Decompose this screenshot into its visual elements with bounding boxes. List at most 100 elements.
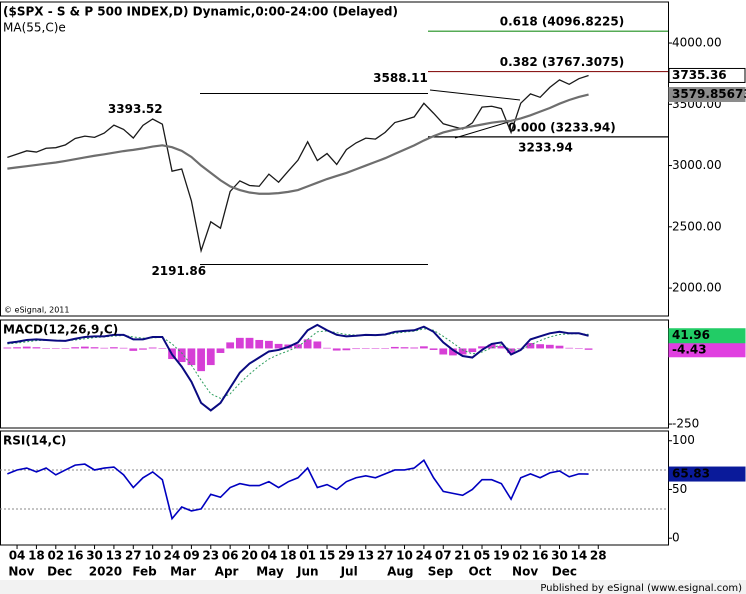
histogram-bar bbox=[51, 348, 60, 349]
histogram-bar bbox=[90, 347, 99, 349]
x-tick-label: 30 bbox=[551, 549, 568, 563]
x-tick-label: 04 bbox=[9, 549, 26, 563]
histogram-bar bbox=[507, 348, 515, 353]
month-label: Mar bbox=[170, 565, 196, 579]
histogram-bar bbox=[313, 341, 322, 349]
x-tick-label: 18 bbox=[28, 549, 45, 563]
y-tick-label: 3000.00 bbox=[672, 158, 722, 172]
histogram-bar bbox=[449, 348, 457, 356]
histogram-bar bbox=[497, 346, 506, 349]
x-tick-label: 01 bbox=[299, 549, 316, 563]
last-value-label: -4.43 bbox=[672, 342, 707, 356]
histogram-bar bbox=[110, 347, 118, 349]
month-label: Nov bbox=[8, 565, 34, 579]
histogram-bar bbox=[129, 348, 138, 351]
y-tick-label: 2000.00 bbox=[672, 281, 722, 295]
histogram-bar bbox=[206, 348, 215, 366]
annotation: 2191.86 bbox=[151, 264, 206, 278]
month-label: Feb bbox=[132, 565, 157, 579]
x-tick-label: 13 bbox=[106, 549, 123, 563]
footer-bar bbox=[0, 580, 746, 594]
histogram-bar bbox=[323, 347, 331, 349]
panel-note: © eSignal, 2011 bbox=[4, 306, 69, 315]
histogram-bar bbox=[61, 348, 70, 349]
x-tick-label: 09 bbox=[183, 549, 200, 563]
histogram-bar bbox=[3, 347, 12, 349]
series-line bbox=[7, 74, 589, 254]
fib-label: 0.000 (3233.94) bbox=[508, 120, 616, 134]
annotation: 3588.11 bbox=[373, 71, 428, 85]
x-tick-label: 07 bbox=[435, 549, 452, 563]
y-tick-label: 50 bbox=[672, 482, 687, 496]
last-value-label: 3735.36 bbox=[672, 68, 727, 82]
x-tick-label: 24 bbox=[416, 549, 433, 563]
last-value-label: 65.83 bbox=[672, 467, 710, 481]
histogram-bar bbox=[265, 340, 273, 349]
last-value-box bbox=[668, 67, 746, 83]
histogram-bar bbox=[400, 347, 409, 349]
fib-label: 0.382 (3767.3075) bbox=[500, 55, 624, 69]
histogram-bar bbox=[13, 347, 21, 349]
x-tick-label: 28 bbox=[590, 549, 607, 563]
last-value-label: 41.96 bbox=[672, 328, 710, 342]
x-tick-label: 19 bbox=[493, 549, 510, 563]
histogram-bar bbox=[332, 348, 341, 351]
panel-title: ($SPX - S & P 500 INDEX,D) Dynamic,0:00-… bbox=[3, 5, 398, 19]
month-label: May bbox=[256, 565, 284, 579]
histogram-bar bbox=[420, 346, 428, 349]
month-label: 2020 bbox=[89, 565, 122, 579]
histogram-bar bbox=[22, 346, 31, 349]
footer: Published by eSignal (www.esignal.com) bbox=[540, 583, 742, 594]
annotation: 3393.52 bbox=[108, 102, 163, 116]
trend-line bbox=[429, 89, 521, 101]
x-tick-label: 10 bbox=[396, 549, 413, 563]
histogram-bar bbox=[371, 348, 380, 349]
histogram-bar bbox=[536, 344, 545, 349]
month-label: Oct bbox=[468, 565, 491, 579]
series-line bbox=[7, 323, 589, 412]
histogram-bar bbox=[226, 342, 235, 349]
panel-frame bbox=[0, 1, 669, 317]
y-tick-label: 2500.00 bbox=[672, 219, 722, 233]
histogram-bar bbox=[235, 337, 244, 349]
month-label: Dec bbox=[552, 565, 577, 579]
histogram-bar bbox=[478, 346, 486, 349]
histogram-bar bbox=[439, 348, 448, 355]
month-label: Dec bbox=[47, 565, 72, 579]
x-tick-label: 16 bbox=[67, 549, 84, 563]
histogram-bar bbox=[80, 346, 89, 349]
histogram-bar bbox=[274, 343, 283, 349]
histogram-bar bbox=[429, 348, 438, 350]
panel-subtitle: MA(55,C)e bbox=[3, 21, 66, 35]
x-tick-label: 23 bbox=[202, 549, 219, 563]
y-tick-label: 0 bbox=[672, 531, 680, 545]
y-tick-label: -250 bbox=[672, 417, 699, 431]
histogram-bar bbox=[197, 348, 205, 372]
panel-frame bbox=[0, 319, 669, 429]
x-tick-label: 18 bbox=[280, 549, 297, 563]
histogram-bar bbox=[575, 348, 583, 349]
last-value-box bbox=[668, 87, 746, 103]
histogram-bar bbox=[148, 347, 157, 349]
fib-label: 0.618 (4096.8225) bbox=[500, 15, 624, 29]
histogram-bar bbox=[100, 347, 109, 349]
histogram-bar bbox=[381, 348, 390, 349]
histogram-bar bbox=[410, 347, 419, 349]
x-tick-label: 05 bbox=[474, 549, 491, 563]
histogram-bar bbox=[158, 348, 167, 349]
annotation: 3233.94 bbox=[518, 140, 573, 154]
histogram-bar bbox=[545, 344, 554, 349]
x-tick-label: 02 bbox=[47, 549, 64, 563]
histogram-bar bbox=[390, 346, 399, 349]
histogram-bar bbox=[255, 339, 264, 349]
panel-frame bbox=[0, 430, 669, 546]
panel-title: RSI(14,C) bbox=[3, 434, 66, 448]
x-tick-label: 10 bbox=[144, 549, 161, 563]
histogram-bar bbox=[565, 347, 574, 349]
histogram-bar bbox=[303, 339, 312, 349]
y-tick-label: 4000.00 bbox=[672, 36, 722, 50]
series-line bbox=[7, 93, 589, 195]
histogram-bar bbox=[119, 347, 128, 349]
